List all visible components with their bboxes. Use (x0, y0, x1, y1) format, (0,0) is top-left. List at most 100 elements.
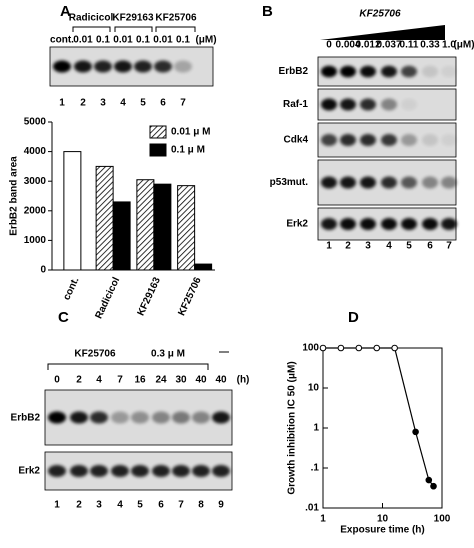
bar (112, 201, 131, 271)
x-tick-label: 1 (320, 514, 326, 525)
dose-label: 0.01 (113, 35, 133, 46)
blot-title: KF25706 (359, 9, 401, 20)
data-line (323, 347, 434, 487)
panel-label: C (58, 309, 69, 326)
band (321, 65, 337, 78)
band (131, 465, 149, 477)
treatment-label: KF29163 (112, 13, 154, 24)
legend-label: 0.1 μ M (171, 145, 205, 156)
band (111, 465, 129, 477)
dose-label: cont. (50, 35, 74, 46)
band (321, 134, 337, 146)
treatment-label: Radicicol (69, 13, 114, 24)
lane-number: 5 (140, 98, 146, 109)
band (381, 218, 397, 230)
lane-number: 7 (178, 500, 184, 511)
band (422, 176, 438, 189)
bar (194, 263, 213, 271)
y-tick-label: .1 (311, 463, 320, 474)
y-tick-label: 1000 (24, 235, 47, 246)
unit-label: (h) (237, 375, 250, 386)
band (212, 465, 230, 477)
time-label: 7 (117, 375, 123, 386)
time-label: 30 (175, 375, 187, 386)
lane-number: 7 (446, 241, 452, 252)
band (114, 60, 132, 73)
band (340, 65, 356, 78)
dose-label: 0.1 (136, 35, 150, 46)
lane-number: 4 (117, 500, 123, 511)
dose-label: 0.33 (420, 40, 440, 51)
band (401, 176, 417, 189)
band (321, 218, 337, 230)
lane-number: 9 (218, 500, 224, 511)
dose-label: 0 (326, 40, 332, 51)
band (381, 134, 397, 146)
dose-label: 0.3 μ M (151, 349, 185, 360)
legend-swatch (149, 143, 167, 157)
plot-frame (322, 347, 443, 509)
band (441, 218, 457, 230)
band (192, 465, 210, 477)
y-tick-label: 5000 (24, 117, 47, 128)
y-tick-label: .01 (305, 503, 319, 514)
band (441, 65, 457, 78)
y-tick-label: 4000 (24, 146, 47, 157)
data-point (412, 428, 419, 436)
band (340, 134, 356, 146)
time-label: 4 (96, 375, 102, 386)
band (340, 176, 356, 189)
control-label: — (219, 347, 229, 358)
bar (153, 183, 172, 271)
time-label: 0 (54, 375, 60, 386)
data-point (319, 344, 327, 352)
dose-label: 0.1 (96, 35, 110, 46)
data-point (425, 476, 433, 484)
data-point (337, 344, 345, 352)
band (381, 176, 397, 189)
x-tick-label: 100 (434, 514, 451, 525)
panel-label: A (60, 3, 71, 20)
time-label: 40 (215, 375, 227, 386)
dose-label: 0.1 (176, 35, 190, 46)
band (422, 134, 438, 146)
y-tick-label: 3000 (24, 176, 47, 187)
x-tick-label: KF25706 (176, 275, 204, 317)
unit-label: (μM) (195, 35, 216, 46)
y-axis-label: ErbB2 band area (9, 156, 20, 236)
lane-number: 5 (137, 500, 143, 511)
legend-swatch (149, 125, 167, 139)
lane-number: 6 (427, 241, 433, 252)
dose-wedge (320, 25, 445, 40)
x-tick-label: 10 (377, 514, 389, 525)
x-axis-label: Exposure time (h) (340, 525, 424, 536)
lane-number: 6 (160, 98, 166, 109)
band (360, 65, 376, 78)
data-point (430, 482, 437, 490)
treatment-label: KF25706 (155, 13, 197, 24)
band (48, 411, 66, 424)
band (131, 411, 149, 424)
band (381, 65, 397, 78)
band (192, 411, 210, 424)
band (441, 176, 457, 189)
band (174, 60, 192, 73)
row-label: ErbB2 (279, 66, 309, 77)
dose-label: 0.004 (335, 40, 360, 51)
y-tick-label: 100 (302, 343, 319, 354)
band (48, 465, 66, 477)
lane-number: 2 (76, 500, 82, 511)
dose-label: 0.01 (153, 35, 173, 46)
band (321, 176, 337, 189)
row-label: ErbB2 (11, 413, 41, 424)
time-label: 2 (76, 375, 82, 386)
bar (136, 179, 155, 271)
band (360, 98, 376, 111)
data-point (355, 344, 363, 352)
y-tick-label: 0 (40, 265, 46, 276)
lane-number: 4 (120, 98, 126, 109)
row-label: Raf-1 (283, 99, 308, 110)
panel-label: B (262, 3, 273, 20)
band (74, 60, 92, 73)
